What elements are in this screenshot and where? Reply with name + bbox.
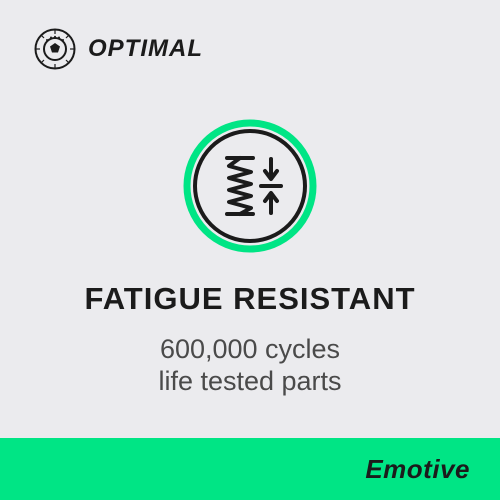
footer-brand: Emotive <box>365 454 470 485</box>
brand-name: OPTIMAL <box>88 35 203 63</box>
feature-headline: FATIGUE RESISTANT <box>84 281 415 317</box>
footer-bar: Emotive <box>0 438 500 500</box>
brand-row: OPTIMAL <box>34 28 466 70</box>
sub-line-1: 600,000 cycles <box>158 333 341 365</box>
optimal-seal-icon <box>34 28 76 70</box>
hero: FATIGUE RESISTANT 600,000 cycles life te… <box>34 70 466 438</box>
spring-compress-icon <box>183 119 317 253</box>
main-area: OPTIMAL <box>0 0 500 438</box>
sub-line-2: life tested parts <box>158 365 341 397</box>
product-feature-card: OPTIMAL <box>0 0 500 500</box>
feature-subtext: 600,000 cycles life tested parts <box>158 333 341 398</box>
